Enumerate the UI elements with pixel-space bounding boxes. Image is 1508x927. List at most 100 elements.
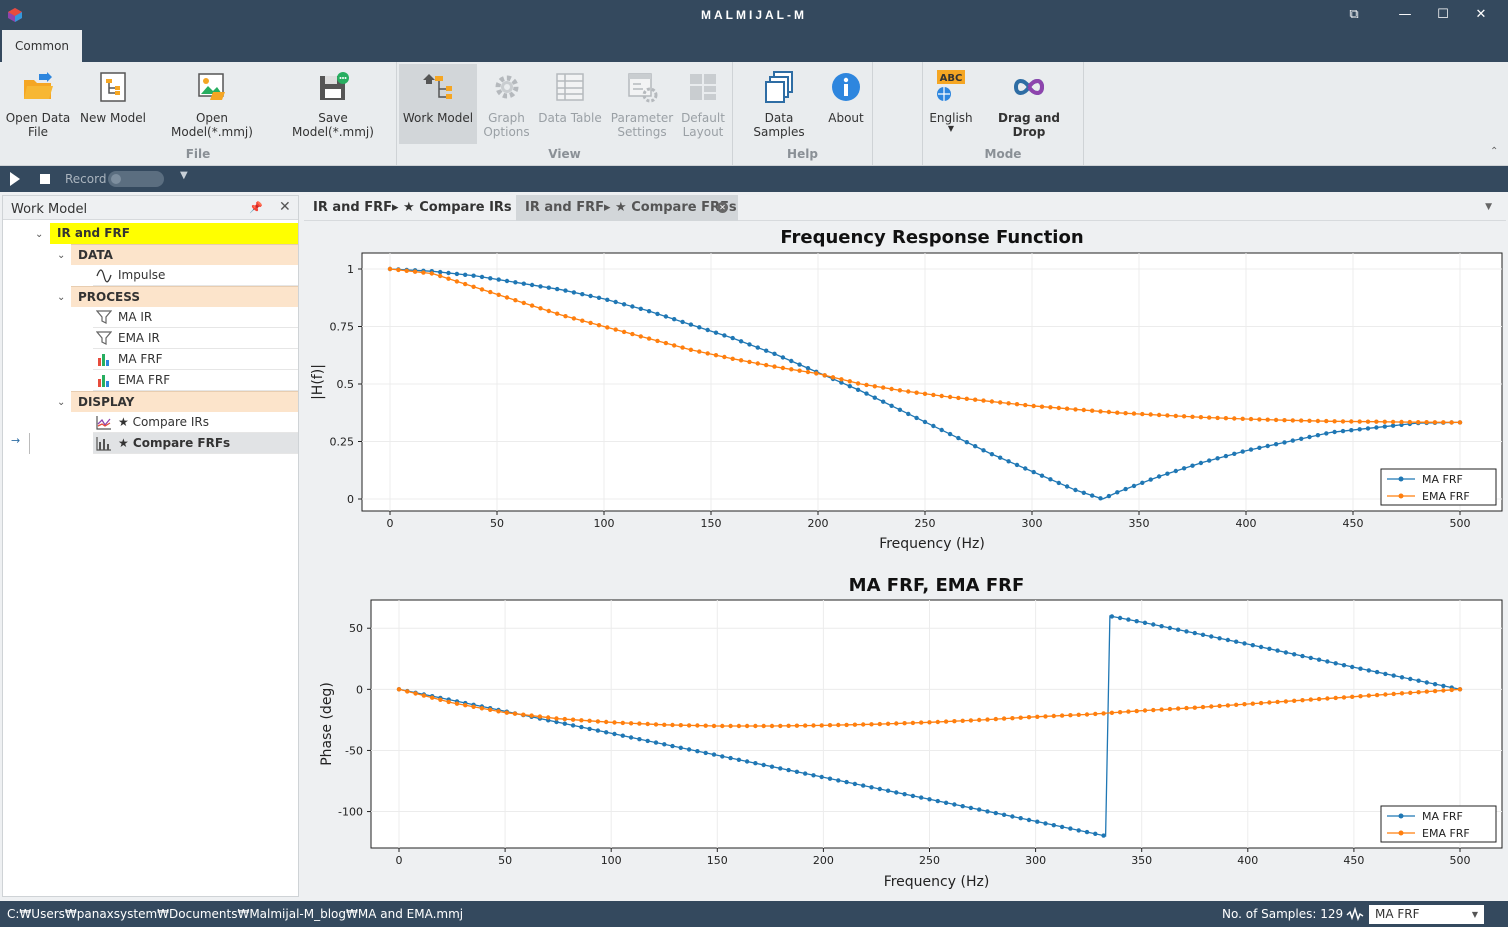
data-point: [678, 745, 683, 750]
chart-title: MA FRF, EMA FRF: [849, 575, 1025, 596]
data-point: [755, 361, 760, 366]
minimize-button[interactable]: —: [1398, 7, 1412, 22]
data-point: [1064, 484, 1070, 489]
data-point: [1242, 641, 1247, 646]
data-point: [1315, 418, 1321, 424]
data-point: [1240, 449, 1245, 454]
bar-chart-icon: [98, 375, 109, 387]
tree-item-ma-ir[interactable]: MA IR: [93, 307, 298, 328]
data-point: [1048, 405, 1053, 410]
tree-category-process[interactable]: PROCESS: [71, 286, 298, 307]
data-point: [1165, 413, 1170, 418]
data-point: [736, 757, 742, 762]
data-point: [454, 271, 460, 277]
bar-chart-icon: [98, 354, 109, 366]
data-point: [819, 723, 824, 728]
parameter-settings-button[interactable]: Parameter Settings: [609, 64, 675, 144]
work-model-button[interactable]: Work Model: [399, 64, 477, 144]
data-point: [1399, 691, 1405, 696]
drag-and-drop-button[interactable]: Drag and Drop: [980, 64, 1078, 144]
open-data-file-button[interactable]: Open Data File: [3, 64, 73, 144]
data-point: [496, 277, 501, 282]
series-select[interactable]: MA FRF ▼: [1369, 905, 1484, 924]
data-point: [993, 810, 998, 816]
data-point: [797, 362, 802, 367]
tree-item-ema-ir[interactable]: EMA IR: [93, 328, 298, 349]
data-point: [1035, 714, 1040, 719]
data-point: [1051, 823, 1056, 828]
language-button[interactable]: ABC English ▼: [927, 64, 975, 144]
collapse-ribbon-icon[interactable]: ⌃: [1490, 146, 1499, 157]
record-toggle[interactable]: [108, 171, 164, 187]
x-tick-label: 350: [1131, 854, 1152, 867]
tree-item-ma-frf[interactable]: MA FRF: [93, 349, 298, 370]
data-point: [1098, 409, 1103, 414]
tree-item-ema-frf[interactable]: EMA FRF: [93, 370, 298, 391]
tree-item-label: ★ Compare IRs: [118, 415, 209, 429]
tree-category-display[interactable]: DISPLAY: [71, 391, 298, 412]
data-point: [778, 766, 783, 771]
close-button[interactable]: ✕: [1475, 7, 1487, 22]
data-point: [952, 719, 957, 724]
y-tick-label: 0.5: [337, 378, 355, 391]
chevron-down-icon[interactable]: ⌄: [57, 250, 66, 261]
data-point: [580, 318, 585, 323]
data-point: [711, 752, 717, 757]
new-model-button[interactable]: New Model: [78, 64, 148, 144]
chevron-down-icon[interactable]: ⌄: [57, 397, 66, 408]
data-point: [1076, 828, 1081, 833]
tabs-dropdown-icon[interactable]: ▼: [1485, 202, 1492, 212]
close-tab-icon[interactable]: ✕: [717, 202, 728, 213]
maximize-button[interactable]: ☐: [1437, 7, 1449, 22]
tree-root-ir-and-frf[interactable]: IR and FRF: [50, 223, 298, 244]
graph-options-button[interactable]: Graph Options: [479, 64, 534, 144]
ribbon-tab-common[interactable]: Common: [2, 30, 82, 62]
data-point: [1248, 416, 1254, 422]
tree-item-impulse[interactable]: Impulse: [93, 265, 298, 286]
data-point: [1258, 644, 1264, 650]
save-model-button[interactable]: Save Model(*.mmj): [277, 64, 389, 144]
data-point: [1217, 703, 1222, 709]
chevron-down-icon[interactable]: ▼: [180, 170, 188, 181]
data-point: [794, 723, 800, 728]
x-axis-label: Frequency (Hz): [879, 536, 985, 552]
tab-compare-irs[interactable]: IR and FRF▸ ★ Compare IRs: [313, 200, 512, 215]
x-tick-label: 500: [1450, 854, 1471, 867]
language-dropdown-icon: ▼: [947, 124, 955, 133]
tab-compare-frfs[interactable]: IR and FRF▸ ★ Compare FRFs ✕: [516, 195, 738, 221]
work-model-label: Work Model: [402, 111, 474, 125]
data-point: [902, 792, 907, 797]
data-point: [894, 790, 899, 795]
bar-chart-icon: [96, 437, 111, 451]
close-panel-icon[interactable]: ✕: [279, 199, 291, 215]
data-point: [794, 769, 800, 774]
tree-item-compare-frfs[interactable]: ★ Compare FRFs: [93, 433, 298, 454]
data-point: [554, 719, 559, 725]
about-button[interactable]: About: [824, 64, 868, 144]
pin-icon[interactable]: 📌: [249, 201, 263, 214]
tree-category-data[interactable]: DATA: [71, 244, 298, 265]
data-point: [914, 415, 919, 421]
x-tick-label: 350: [1129, 517, 1150, 530]
chevron-down-icon[interactable]: ⌄: [35, 229, 44, 240]
chevron-down-icon[interactable]: ⌄: [57, 292, 66, 303]
data-table-button[interactable]: Data Table: [537, 64, 603, 144]
default-layout-button[interactable]: Default Layout: [678, 64, 728, 144]
data-point: [939, 427, 944, 433]
data-point: [761, 723, 766, 729]
data-point: [902, 721, 907, 726]
save-model-icon: [320, 72, 349, 100]
data-point: [1223, 416, 1229, 421]
data-point: [421, 270, 426, 275]
tree-item-compare-irs[interactable]: ★ Compare IRs: [93, 412, 298, 433]
data-point: [703, 723, 708, 728]
data-samples-button[interactable]: Data Samples: [738, 64, 820, 144]
data-point: [711, 723, 717, 729]
x-tick-label: 250: [915, 517, 936, 530]
stop-icon[interactable]: [40, 174, 50, 184]
data-point: [1131, 483, 1137, 489]
restore-layout-button[interactable]: ⧉: [1349, 7, 1359, 22]
open-model-button[interactable]: Open Model(*.mmj): [154, 64, 270, 144]
play-icon[interactable]: [10, 172, 20, 186]
data-point: [927, 797, 932, 802]
